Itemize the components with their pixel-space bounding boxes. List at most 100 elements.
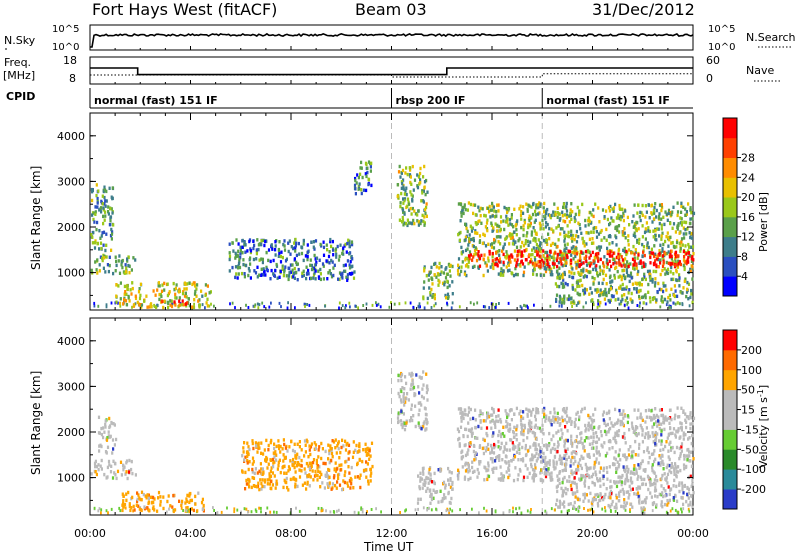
echo-cell (689, 208, 691, 211)
echo-cell (609, 235, 611, 238)
echo-cell (583, 445, 585, 448)
echo-cell (639, 416, 641, 419)
echo-cell (520, 210, 522, 213)
echo-cell (464, 463, 466, 466)
echo-cell (682, 286, 684, 289)
echo-cell (595, 226, 597, 229)
echo-cell (425, 413, 427, 416)
sparse-echo-cell (427, 302, 429, 305)
echo-cell (638, 290, 640, 293)
echo-cell (577, 441, 579, 444)
echo-cell (261, 485, 263, 488)
echo-cell (278, 249, 280, 252)
echo-cell (426, 274, 428, 277)
echo-cell (599, 248, 601, 251)
echo-cell (332, 248, 334, 251)
echo-cell (484, 261, 486, 264)
echo-cell (614, 422, 616, 425)
echo-cell (422, 295, 424, 298)
nsearch-tick-high: 10^5 (708, 24, 735, 35)
echo-cell (244, 251, 246, 254)
echo-cell (500, 446, 502, 449)
echo-cell (486, 264, 488, 267)
echo-cell (572, 300, 574, 303)
echo-cell (480, 222, 482, 225)
echo-cell (564, 213, 566, 216)
echo-cell (553, 465, 555, 468)
echo-cell (473, 450, 475, 453)
echo-cell (472, 255, 474, 258)
echo-cell (577, 468, 579, 471)
echo-cell (580, 251, 582, 254)
echo-cell (330, 459, 332, 462)
echo-cell (659, 449, 661, 452)
echo-cell (469, 233, 471, 236)
sparse-echo-cell (446, 509, 448, 512)
echo-cell (120, 263, 122, 266)
echo-cell (492, 460, 494, 463)
echo-cell (278, 461, 280, 464)
echo-cell (174, 303, 176, 306)
echo-cell (632, 283, 634, 286)
echo-cell (586, 264, 588, 267)
echo-cell (486, 229, 488, 232)
echo-cell (571, 267, 573, 270)
echo-cell (421, 395, 423, 398)
echo-cell (246, 249, 248, 252)
echo-cell (633, 492, 635, 495)
echo-cell (559, 232, 561, 235)
echo-cell (536, 233, 538, 236)
echo-cell (584, 424, 586, 427)
echo-cell (282, 256, 284, 259)
echo-cell (511, 418, 513, 421)
echo-cell (631, 292, 633, 295)
echo-cell (322, 262, 324, 265)
echo-cell (104, 199, 106, 202)
sparse-echo-cell (119, 305, 121, 308)
echo-cell (603, 467, 605, 470)
echo-cell (457, 477, 459, 480)
echo-cell (443, 481, 445, 484)
echo-cell (558, 478, 560, 481)
echo-cell (522, 234, 524, 237)
echo-cell (235, 252, 237, 255)
echo-cell (422, 472, 424, 475)
echo-cell (522, 212, 524, 215)
echo-cell (598, 220, 600, 223)
echo-cell (252, 447, 254, 450)
echo-cell (567, 429, 569, 432)
echo-cell (461, 419, 463, 422)
echo-cell (315, 277, 317, 280)
echo-cell (346, 250, 348, 253)
echo-cell (604, 215, 606, 218)
echo-cell (231, 266, 233, 269)
echo-cell (544, 267, 546, 270)
sparse-echo-cell (688, 510, 690, 513)
echo-cell (193, 298, 195, 301)
echo-cell (623, 287, 625, 290)
echo-cell (657, 419, 659, 422)
echo-cell (570, 442, 572, 445)
echo-cell (460, 246, 462, 249)
echo-cell (172, 494, 174, 497)
echo-cell (274, 269, 276, 272)
sparse-echo-cell (512, 510, 514, 513)
echo-cell (477, 425, 479, 428)
echo-cell (538, 238, 540, 241)
echo-cell (160, 500, 162, 503)
echo-cell (486, 221, 488, 224)
echo-cell (624, 209, 626, 212)
echo-cell (664, 252, 666, 255)
sparse-echo-cell (503, 511, 505, 514)
echo-cell (413, 386, 415, 389)
echo-cell (543, 452, 545, 455)
echo-cell (584, 274, 586, 277)
echo-cell (656, 255, 658, 258)
echo-cell (570, 297, 572, 300)
echo-cell (95, 470, 97, 473)
echo-cell (596, 457, 598, 460)
echo-cell (627, 216, 629, 219)
echo-cell (500, 220, 502, 223)
echo-cell (159, 503, 161, 506)
echo-cell (104, 214, 106, 217)
